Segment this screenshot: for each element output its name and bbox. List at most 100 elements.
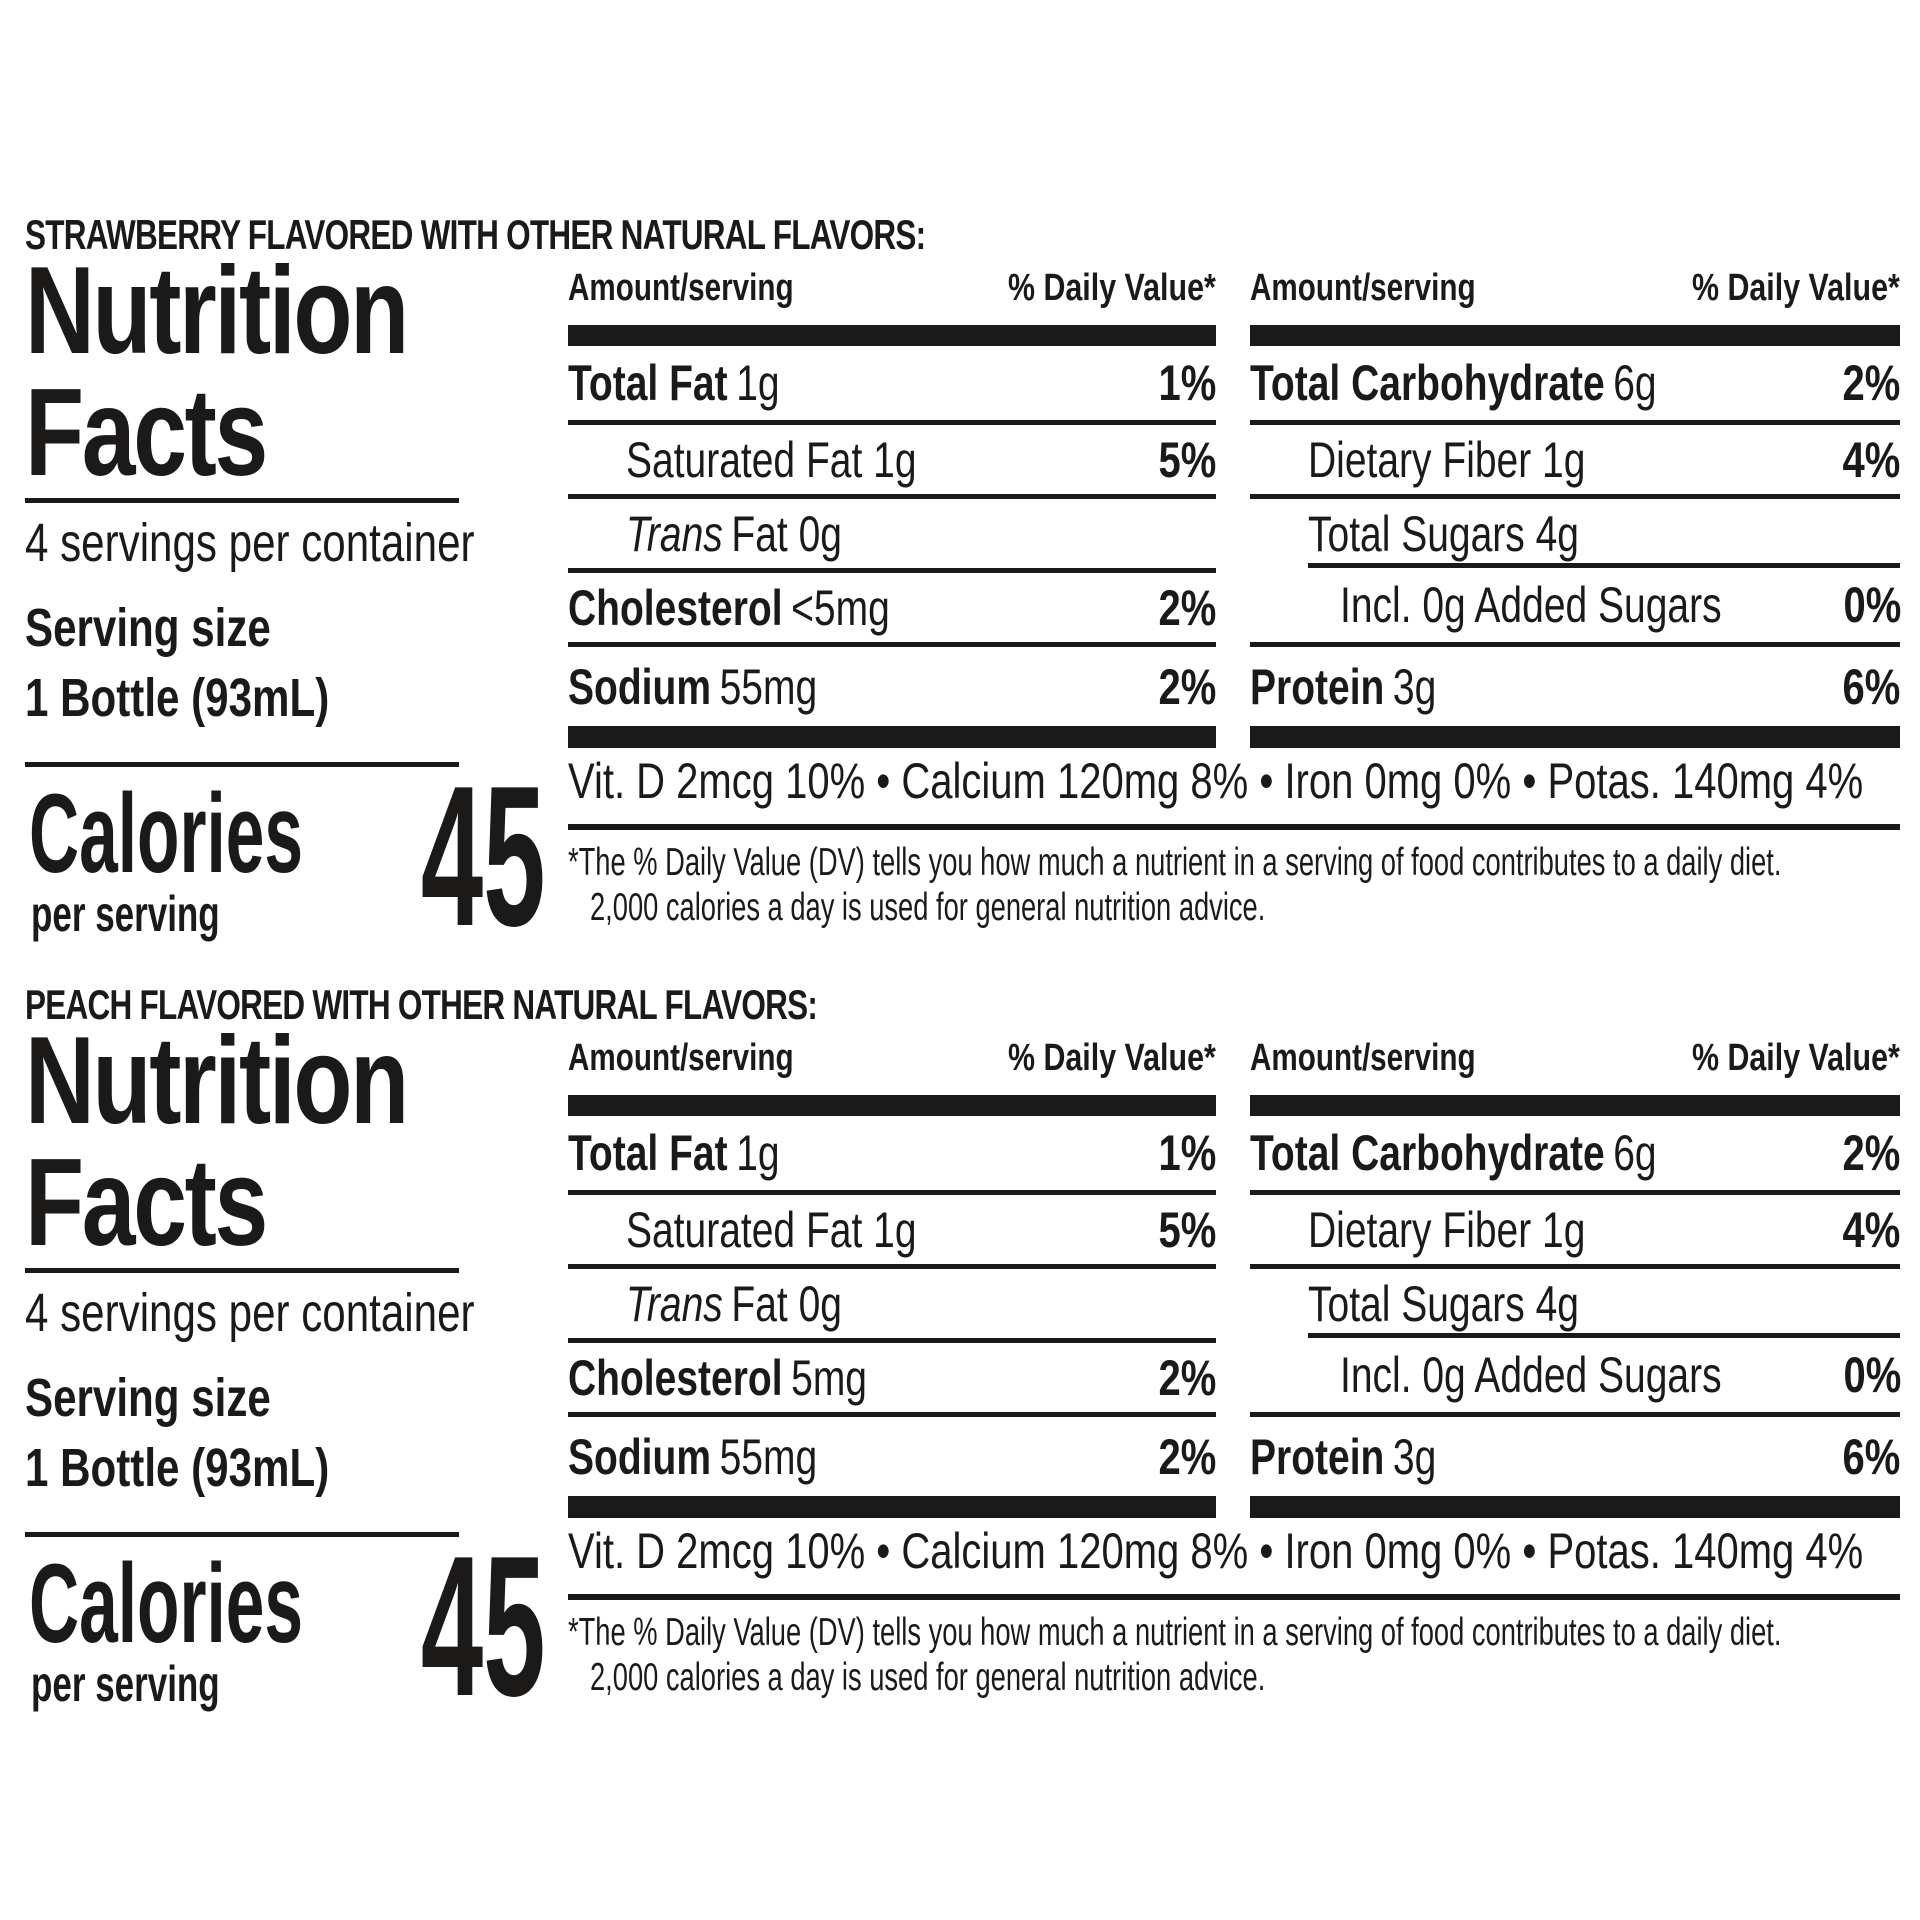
daily-value: 2% <box>1842 355 1900 411</box>
serving-size-value: 1 Bottle (93mL) <box>25 1438 330 1498</box>
amount-serving-header: Amount/serving <box>1250 267 1476 309</box>
amount-serving-header: Amount/serving <box>1250 1037 1476 1079</box>
nutrition-facts-title-line2: Facts <box>25 1134 268 1272</box>
row-sodium: Sodium 55mg 2% <box>568 1412 1216 1496</box>
divider <box>1250 1095 1900 1116</box>
carbs-table: Amount/serving % Daily Value* Total Carb… <box>1250 267 1902 748</box>
nutrition-facts-title-line1: Nutrition <box>25 242 409 380</box>
footnote-line2: 2,000 calories a day is used for general… <box>590 886 1266 929</box>
row-added-sugars: Incl. 0g Added Sugars 0% <box>1250 1333 1902 1412</box>
row-cholesterol: Cholesterol 5mg 2% <box>568 1338 1216 1412</box>
fats-table: Amount/serving % Daily Value* Total Fat 1… <box>568 1037 1216 1518</box>
daily-value: 6% <box>1842 658 1900 715</box>
nutrition-label-strawberry: STRAWBERRY FLAVORED WITH OTHER NATURAL F… <box>0 212 1920 982</box>
daily-value: 2% <box>1158 658 1216 715</box>
row-trans-fat: Trans Fat 0g <box>568 1264 1216 1338</box>
daily-value: 1% <box>1158 355 1216 411</box>
table-header: Amount/serving % Daily Value* <box>568 267 1216 310</box>
divider <box>1250 325 1900 346</box>
calories-sublabel: per serving <box>31 886 220 942</box>
row-saturated-fat: Saturated Fat 1g 5% <box>568 420 1216 494</box>
nutrient-text: Total Sugars 4g <box>1308 505 1580 562</box>
daily-value: 2% <box>1158 1428 1216 1485</box>
divider <box>568 1594 1900 1600</box>
daily-value: 6% <box>1842 1428 1900 1485</box>
micronutrients-line: Vit. D 2mcg 10% • Calcium 120mg 8% • Iro… <box>568 1523 1864 1579</box>
footnote: *The % Daily Value (DV) tells you how mu… <box>568 1610 1913 1700</box>
divider <box>568 325 1216 346</box>
row-added-sugars: Incl. 0g Added Sugars 0% <box>1250 563 1902 642</box>
nutrient-text: Trans Fat 0g <box>626 505 842 562</box>
divider <box>1250 1496 1900 1518</box>
footnote-line1: *The % Daily Value (DV) tells you how mu… <box>568 841 1782 884</box>
footnote-line1: *The % Daily Value (DV) tells you how mu… <box>568 1611 1782 1654</box>
amount-serving-header: Amount/serving <box>568 267 794 309</box>
calories-sublabel: per serving <box>31 1656 220 1712</box>
nutrient-text: Dietary Fiber 1g <box>1308 431 1586 488</box>
calories-label: Calories <box>29 771 304 896</box>
daily-value: 2% <box>1158 579 1216 636</box>
nutrient-text: Cholesterol <5mg <box>568 579 890 636</box>
daily-value: 2% <box>1158 1349 1216 1406</box>
daily-value: 5% <box>1158 431 1216 488</box>
fats-table: Amount/serving % Daily Value* Total Fat 1… <box>568 267 1216 748</box>
nutrient-text: Total Fat 1g <box>568 355 780 411</box>
row-dietary-fiber: Dietary Fiber 1g 4% <box>1250 1190 1900 1264</box>
divider <box>568 1496 1216 1518</box>
divider <box>25 1532 459 1537</box>
nutrient-text: Protein 3g <box>1250 1428 1437 1485</box>
amount-serving-header: Amount/serving <box>568 1037 794 1079</box>
daily-value: 2% <box>1842 1125 1900 1181</box>
servings-per-container: 4 servings per container <box>25 513 475 573</box>
nutrient-text: Trans Fat 0g <box>626 1275 842 1332</box>
daily-value: 4% <box>1842 1201 1900 1258</box>
daily-value: 0% <box>1843 1347 1902 1403</box>
nutrient-text: Total Carbohydrate 6g <box>1250 355 1657 411</box>
calories-value: 45 <box>420 745 545 968</box>
footnote-line2: 2,000 calories a day is used for general… <box>590 1656 1266 1699</box>
flavor-header: PEACH FLAVORED WITH OTHER NATURAL FLAVOR… <box>25 981 818 1028</box>
divider <box>568 726 1216 748</box>
row-dietary-fiber: Dietary Fiber 1g 4% <box>1250 420 1900 494</box>
nutrient-text: Total Fat 1g <box>568 1125 780 1181</box>
row-cholesterol: Cholesterol <5mg 2% <box>568 568 1216 642</box>
row-trans-fat: Trans Fat 0g <box>568 494 1216 568</box>
left-column: Nutrition Facts 4 servings per container… <box>25 212 545 982</box>
nutrient-text: Sodium 55mg <box>568 658 818 715</box>
nutrient-text: Saturated Fat 1g <box>626 431 917 488</box>
row-total-carbohydrate: Total Carbohydrate 6g 2% <box>1250 1116 1900 1190</box>
left-column: Nutrition Facts 4 servings per container… <box>25 982 545 1752</box>
micronutrients-line: Vit. D 2mcg 10% • Calcium 120mg 8% • Iro… <box>568 753 1864 809</box>
daily-value-header: % Daily Value* <box>1692 1037 1900 1079</box>
nutrient-text: Incl. 0g Added Sugars <box>1340 577 1722 633</box>
divider <box>25 1268 459 1273</box>
servings-per-container: 4 servings per container <box>25 1283 475 1343</box>
row-total-fat: Total Fat 1g 1% <box>568 1116 1216 1190</box>
nutrient-text: Saturated Fat 1g <box>626 1201 917 1258</box>
row-total-carbohydrate: Total Carbohydrate 6g 2% <box>1250 346 1900 420</box>
serving-size-label: Serving size <box>25 1368 271 1428</box>
table-header: Amount/serving % Daily Value* <box>568 1037 1216 1080</box>
flavor-header: STRAWBERRY FLAVORED WITH OTHER NATURAL F… <box>25 211 926 258</box>
carbs-table: Amount/serving % Daily Value* Total Carb… <box>1250 1037 1902 1518</box>
daily-value-header: % Daily Value* <box>1008 1037 1216 1079</box>
row-total-fat: Total Fat 1g 1% <box>568 346 1216 420</box>
nutrient-text: Protein 3g <box>1250 658 1437 715</box>
daily-value: 1% <box>1158 1125 1216 1181</box>
table-header: Amount/serving % Daily Value* <box>1250 1037 1900 1080</box>
nutrition-facts-title-line2: Facts <box>25 364 268 502</box>
row-total-sugars: Total Sugars 4g <box>1250 494 1900 568</box>
nutrient-text: Sodium 55mg <box>568 1428 818 1485</box>
nutrient-text: Dietary Fiber 1g <box>1308 1201 1586 1258</box>
nutrient-text: Incl. 0g Added Sugars <box>1340 1347 1722 1403</box>
divider <box>568 824 1900 830</box>
nutrient-text: Cholesterol 5mg <box>568 1349 867 1406</box>
nutrition-facts-title-line1: Nutrition <box>25 1012 409 1150</box>
row-sodium: Sodium 55mg 2% <box>568 642 1216 726</box>
serving-size-value: 1 Bottle (93mL) <box>25 668 330 728</box>
daily-value: 5% <box>1158 1201 1216 1258</box>
divider <box>568 1095 1216 1116</box>
daily-value: 0% <box>1843 577 1902 633</box>
divider <box>25 498 459 503</box>
row-total-sugars: Total Sugars 4g <box>1250 1264 1900 1338</box>
